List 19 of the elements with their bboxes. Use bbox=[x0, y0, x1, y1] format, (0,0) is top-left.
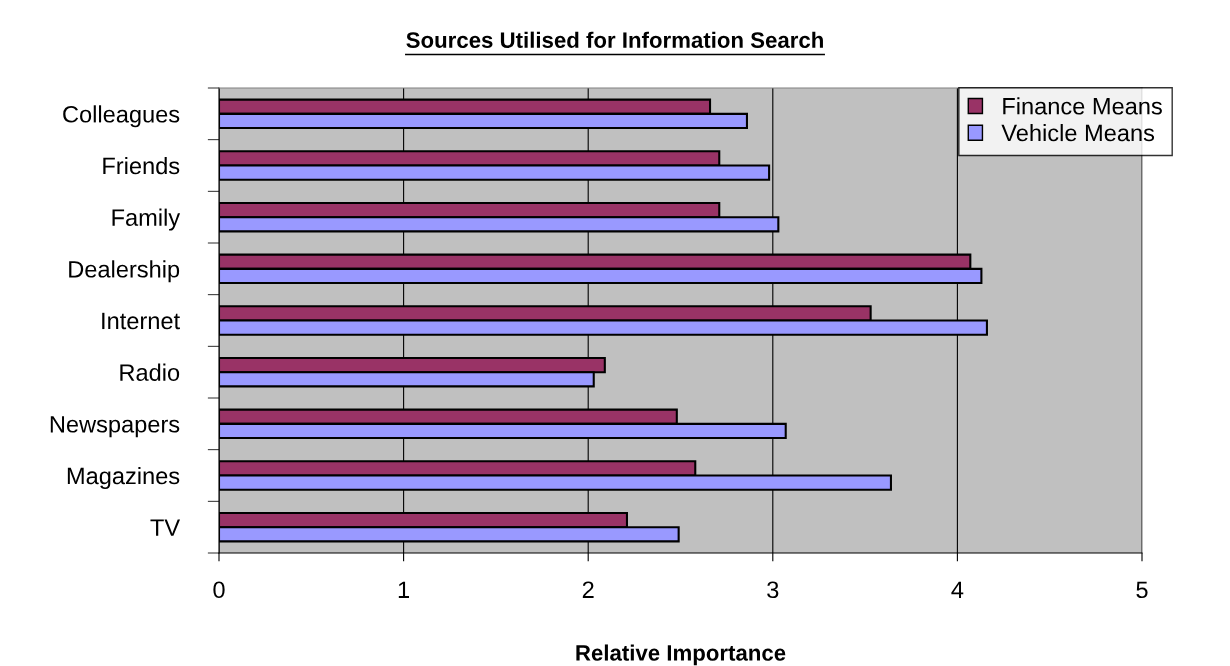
y-tick-label: Colleagues bbox=[63, 105, 180, 128]
y-tick-label: Newspapers bbox=[50, 416, 180, 438]
y-tick-label: Radio bbox=[120, 363, 180, 381]
x-tick-label: 3 bbox=[767, 581, 779, 599]
legend-label: Finance Means bbox=[1003, 97, 1162, 115]
y-tick-label: Internet bbox=[102, 312, 180, 330]
x-tick-label: 4 bbox=[951, 581, 964, 598]
x-tick-label: 2 bbox=[582, 581, 594, 598]
y-tick-label: Dealership bbox=[69, 260, 180, 283]
y-tick-label: Magazines bbox=[67, 466, 180, 489]
x-axis-title: Relative Importance bbox=[576, 644, 786, 666]
legend-label: Vehicle Means bbox=[1001, 123, 1155, 142]
x-tick-label: 5 bbox=[1136, 581, 1148, 599]
y-tick-label: TV bbox=[150, 519, 181, 536]
y-tick-label: Family bbox=[112, 208, 181, 231]
chart-title: Sources Utilised for Information Search bbox=[406, 31, 823, 48]
x-tick-label: 0 bbox=[213, 581, 225, 599]
y-tick-label: Friends bbox=[103, 156, 180, 175]
x-tick-label: 1 bbox=[398, 581, 410, 598]
